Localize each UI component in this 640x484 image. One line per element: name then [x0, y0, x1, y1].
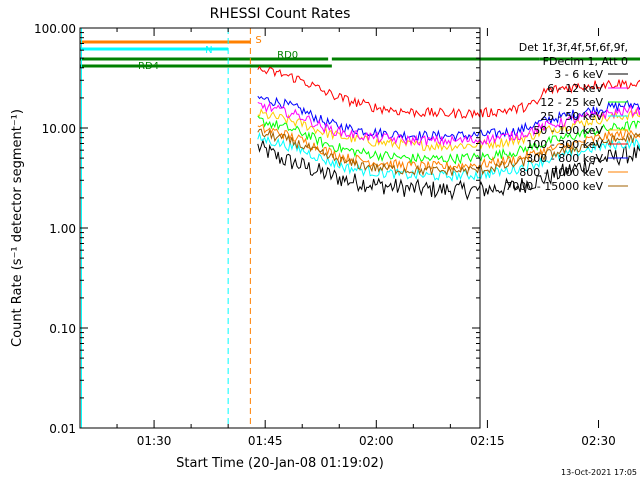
- y-tick-label: 1.00: [49, 222, 76, 236]
- y-tick-label: 0.01: [49, 422, 76, 436]
- y-tick-label: 0.10: [49, 322, 76, 336]
- flag-rd4-label: RD4: [138, 61, 159, 72]
- chart-title: RHESSI Count Rates: [210, 6, 351, 22]
- legend-entry-label: 50 - 100 keV: [533, 124, 603, 137]
- footer-timestamp: 13-Oct-2021 17:05: [561, 468, 637, 477]
- series-7000-15000-kev-line: [257, 128, 640, 177]
- series-100-300-kev-line: [257, 65, 640, 119]
- series-12-25-kev-line: [257, 115, 640, 165]
- y-tick-label: 100.00: [34, 22, 76, 36]
- legend-entry-label: 300 - 800 keV: [526, 152, 603, 165]
- legend-header-line: FDecim 1, Att 0: [543, 55, 628, 68]
- legend-entry-label: 800 - 7000 keV: [519, 166, 603, 179]
- legend-entry-label: 25 - 50 keV: [540, 110, 603, 123]
- plot-frame: [79, 27, 481, 429]
- series-3-6-kev-line: [257, 138, 640, 201]
- flag-n-label: N: [205, 45, 212, 56]
- legend-entry-label: 3 - 6 keV: [554, 68, 603, 81]
- x-tick-label: 01:45: [248, 434, 283, 448]
- axes: 01:3001:4502:0002:1502:3002:450.010.101.…: [34, 22, 616, 448]
- x-tick-label: 02:00: [359, 434, 394, 448]
- legend: Det 1f,3f,4f,5f,6f,9f,FDecim 1, Att 03 -…: [505, 41, 628, 193]
- legend-entry-label: 12 - 25 keV: [540, 96, 603, 109]
- y-axis-label: Count Rate (s⁻¹ detector segment⁻¹): [10, 109, 25, 347]
- legend-entry-label: 100 - 300 keV: [526, 138, 603, 151]
- y-tick-label: 10.00: [42, 122, 76, 136]
- legend-header-line: Det 1f,3f,4f,5f,6f,9f,: [519, 41, 628, 54]
- series-50-100-kev-line: [257, 108, 640, 152]
- series-25-50-kev-line: [257, 131, 640, 183]
- flag-s-label: S: [255, 35, 261, 46]
- x-tick-label: 02:30: [581, 434, 616, 448]
- legend-entry-label: 6 - 12 keV: [547, 82, 603, 95]
- x-tick-label: 02:15: [470, 434, 505, 448]
- x-axis-label: Start Time (20-Jan-08 01:19:02): [176, 456, 384, 471]
- series-6-12-kev-line: [257, 101, 640, 147]
- legend-entry-label: 7000 - 15000 keV: [505, 180, 603, 193]
- series-800-7000-kev-line: [257, 123, 640, 172]
- instrument-flags: S N RD0 RD4: [80, 35, 640, 72]
- x-tick-label: 01:30: [137, 434, 172, 448]
- flag-rd0-label: RD0: [277, 50, 298, 61]
- data-series: [257, 65, 640, 201]
